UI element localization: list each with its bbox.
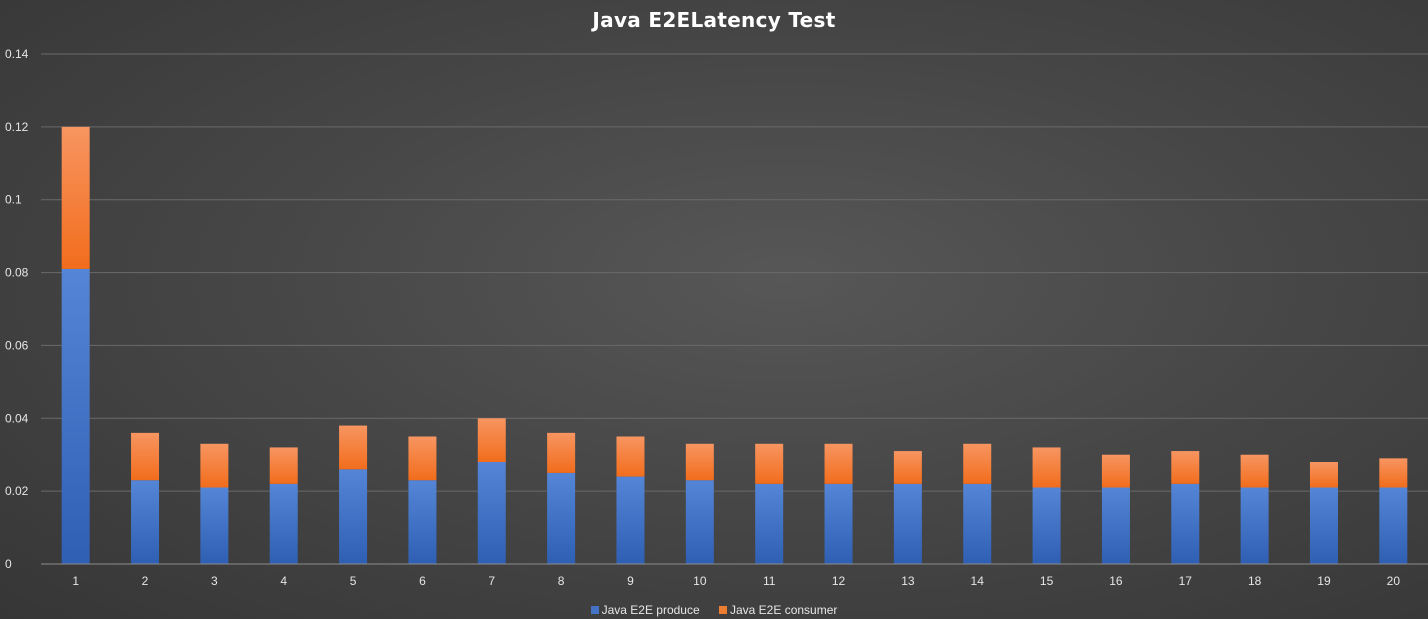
x-tick-label: 18 xyxy=(1248,574,1262,588)
bar-produce-11 xyxy=(755,483,784,564)
legend-label-consumer: Java E2E consumer xyxy=(730,603,838,617)
y-tick-label: 0.12 xyxy=(5,120,29,134)
bar-produce-17 xyxy=(1171,483,1200,564)
legend-item-consumer: Java E2E consumer xyxy=(719,603,837,617)
bar-consumer-6 xyxy=(408,436,437,481)
x-tick-label: 16 xyxy=(1109,574,1123,588)
bar-produce-4 xyxy=(269,483,298,564)
legend-item-produce: Java E2E produce xyxy=(590,603,700,617)
y-tick-label: 0.04 xyxy=(5,411,29,425)
legend: Java E2E produce Java E2E consumer xyxy=(0,603,1428,617)
bar-produce-1 xyxy=(61,268,90,564)
bar-produce-18 xyxy=(1240,487,1269,564)
x-tick-label: 2 xyxy=(142,574,149,588)
x-tick-label: 17 xyxy=(1179,574,1193,588)
bar-consumer-16 xyxy=(1101,454,1130,488)
axes: 00.020.040.060.080.10.120.141 2 3 4 5 6 7 8 9 10 1… xyxy=(5,47,1428,588)
bar-produce-7 xyxy=(477,462,506,564)
x-tick-label: 1 xyxy=(72,574,79,588)
bar-consumer-1 xyxy=(61,126,90,269)
bar-produce-5 xyxy=(339,469,368,564)
bar-consumer-8 xyxy=(547,432,576,473)
bar-consumer-12 xyxy=(824,443,853,484)
chart-plot: 00.020.040.060.080.10.120.141 2 3 4 5 6 7 8 9 10 1… xyxy=(5,47,1428,588)
bar-consumer-4 xyxy=(269,447,298,484)
x-tick-label: 19 xyxy=(1317,574,1331,588)
x-tick-label: 13 xyxy=(901,574,915,588)
x-tick-label: 11 xyxy=(763,574,776,588)
bar-produce-14 xyxy=(963,483,992,564)
bar-produce-3 xyxy=(200,487,229,564)
bar-produce-19 xyxy=(1309,487,1338,564)
bar-consumer-9 xyxy=(616,436,645,477)
bar-consumer-15 xyxy=(1032,447,1061,488)
bar-consumer-3 xyxy=(200,443,229,488)
x-tick-label: 4 xyxy=(280,574,287,588)
gridlines xyxy=(41,53,1428,492)
x-tick-label: 6 xyxy=(419,574,426,588)
x-tick-label: 5 xyxy=(350,574,357,588)
bar-consumer-11 xyxy=(755,443,784,484)
bar-produce-9 xyxy=(616,476,645,564)
y-tick-label: 0.02 xyxy=(5,484,29,498)
bar-produce-15 xyxy=(1032,487,1061,564)
x-tick-label: 12 xyxy=(832,574,846,588)
bar-produce-13 xyxy=(893,483,922,564)
bar-produce-16 xyxy=(1101,487,1130,564)
x-tick-label: 20 xyxy=(1387,574,1401,588)
bar-consumer-7 xyxy=(477,418,506,462)
y-tick-label: 0.1 xyxy=(5,193,22,207)
bar-consumer-20 xyxy=(1379,458,1408,488)
legend-swatch-consumer xyxy=(719,606,727,614)
bar-produce-2 xyxy=(131,480,160,564)
bar-consumer-10 xyxy=(685,443,714,481)
bar-consumer-18 xyxy=(1240,454,1269,488)
x-tick-label: 3 xyxy=(211,574,218,588)
legend-label-produce: Java E2E produce xyxy=(601,603,700,617)
bar-consumer-13 xyxy=(893,451,922,484)
bar-produce-20 xyxy=(1379,487,1408,564)
bar-consumer-5 xyxy=(339,425,368,470)
bar-produce-6 xyxy=(408,480,437,564)
bar-produce-12 xyxy=(824,483,853,564)
x-tick-label: 10 xyxy=(693,574,707,588)
chart-title: Java E2ELatency Test xyxy=(592,8,836,32)
bar-consumer-2 xyxy=(131,432,160,481)
bar-consumer-17 xyxy=(1171,451,1200,484)
legend-swatch-produce xyxy=(590,606,599,614)
bar-produce-8 xyxy=(547,472,576,564)
y-tick-label: 0.14 xyxy=(5,47,29,61)
x-tick-label: 8 xyxy=(558,574,565,588)
y-tick-label: 0 xyxy=(5,557,12,571)
x-tick-label: 14 xyxy=(971,574,985,588)
bar-consumer-14 xyxy=(963,443,992,484)
x-tick-label: 9 xyxy=(627,574,634,588)
y-tick-label: 0.08 xyxy=(5,266,29,280)
bar-produce-10 xyxy=(685,480,714,564)
x-tick-label: 15 xyxy=(1040,574,1054,588)
bars xyxy=(61,126,1408,564)
y-tick-label: 0.06 xyxy=(5,338,29,352)
x-tick-label: 7 xyxy=(488,574,495,588)
bar-consumer-19 xyxy=(1309,462,1338,488)
